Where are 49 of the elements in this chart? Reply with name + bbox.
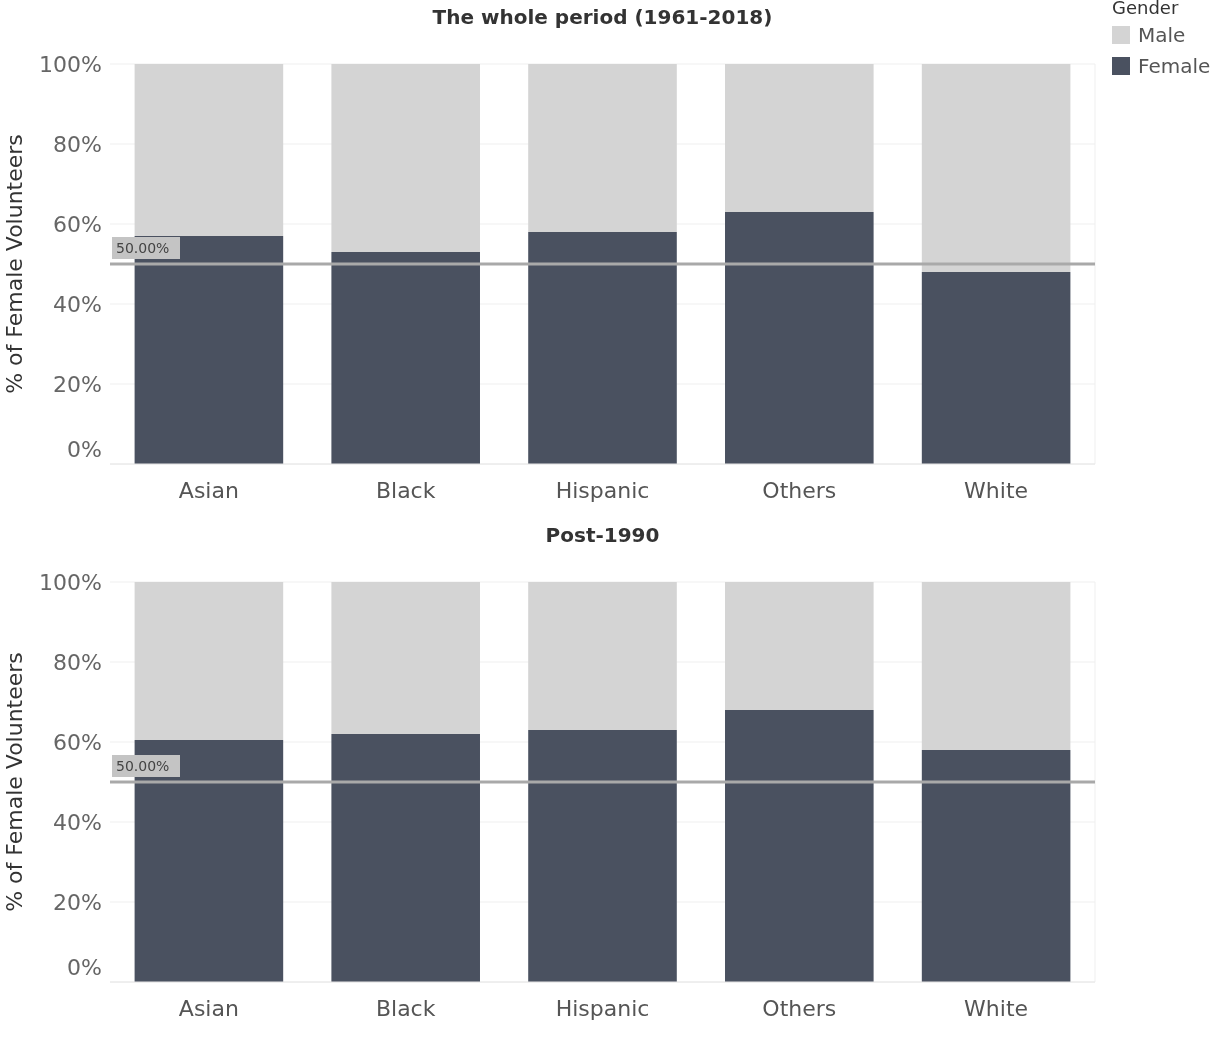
bar — [528, 232, 677, 464]
bar — [725, 64, 874, 212]
ref-line-label: 50.00% — [116, 240, 170, 256]
x-tick-label: Black — [375, 996, 436, 1021]
chart-title: Post-1990 — [545, 523, 660, 547]
x-tick-label: Asian — [178, 478, 239, 503]
bar — [725, 710, 874, 982]
y-axis-title: % of Female Volunteers — [2, 134, 27, 394]
y-tick-label: 20% — [53, 371, 102, 397]
bar — [528, 730, 677, 982]
ref-line-label: 50.00% — [116, 758, 170, 774]
bar — [331, 252, 480, 464]
bar — [725, 582, 874, 710]
bar — [134, 64, 284, 236]
x-tick-label: Others — [762, 996, 837, 1021]
y-tick-label: 0% — [67, 955, 102, 981]
y-tick-label: 20% — [53, 889, 102, 915]
x-tick-label: White — [964, 996, 1029, 1021]
bar — [921, 750, 1071, 982]
bar — [331, 734, 480, 982]
x-tick-label: Hispanic — [555, 996, 650, 1021]
bar — [725, 212, 874, 464]
y-tick-label: 80% — [53, 649, 102, 675]
bar — [331, 64, 480, 252]
y-tick-label: 40% — [53, 291, 102, 317]
bar — [331, 582, 480, 734]
x-tick-label: Black — [375, 478, 436, 503]
bar — [528, 64, 677, 232]
bar — [528, 582, 677, 730]
y-tick-label: 0% — [67, 437, 102, 463]
y-tick-label: 100% — [39, 51, 102, 77]
y-tick-label: 40% — [53, 809, 102, 835]
legend-title: Gender — [1112, 0, 1179, 18]
bar — [921, 64, 1071, 272]
legend-label: Female — [1138, 54, 1211, 78]
chart-title: The whole period (1961-2018) — [432, 5, 773, 29]
bar — [134, 582, 284, 740]
x-tick-label: Asian — [178, 996, 239, 1021]
x-tick-label: Others — [762, 478, 837, 503]
y-axis-title: % of Female Volunteers — [2, 652, 27, 912]
y-tick-label: 60% — [53, 211, 102, 237]
y-tick-label: 80% — [53, 131, 102, 157]
x-tick-label: Hispanic — [555, 478, 650, 503]
bar — [921, 582, 1071, 750]
y-tick-label: 100% — [39, 569, 102, 595]
y-tick-label: 60% — [53, 729, 102, 755]
x-tick-label: White — [964, 478, 1029, 503]
bar — [921, 272, 1071, 464]
legend-label: Male — [1138, 23, 1186, 47]
